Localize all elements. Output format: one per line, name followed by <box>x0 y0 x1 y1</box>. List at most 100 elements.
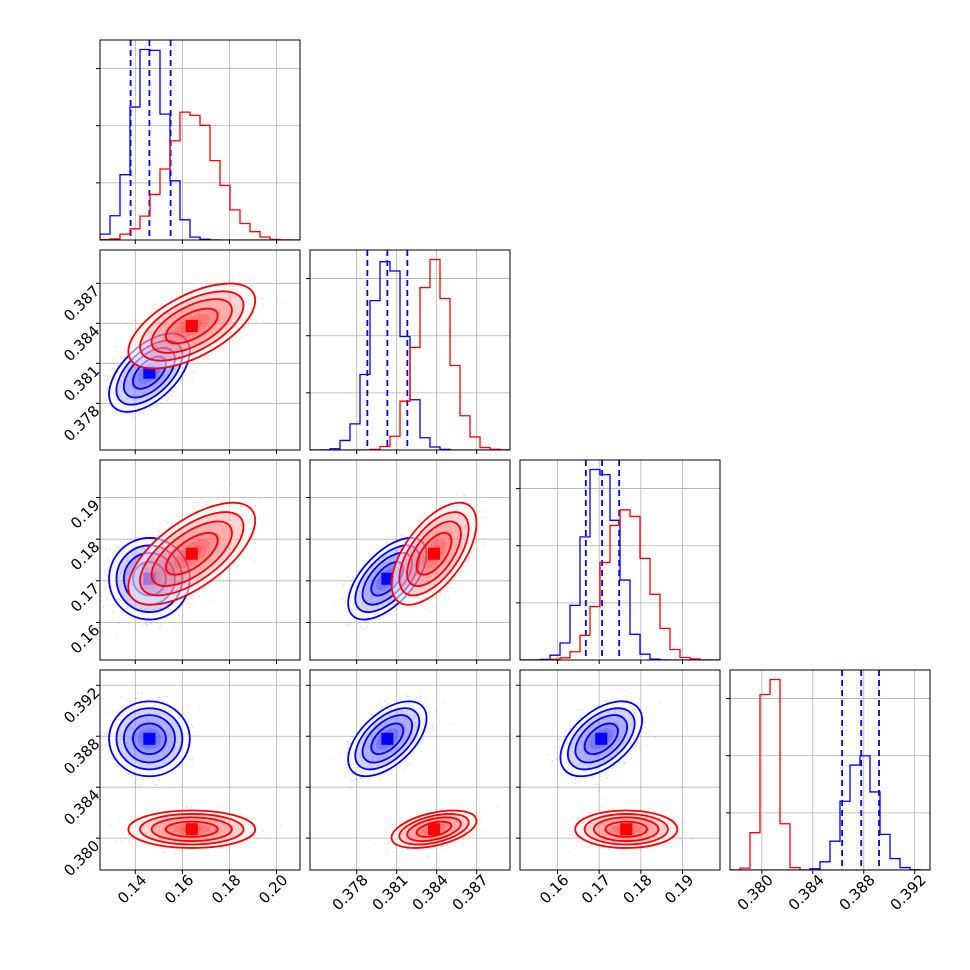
red-histogram-p3 <box>520 509 720 660</box>
x-tick-label: 0.384 <box>409 871 452 914</box>
panel-content <box>310 460 510 660</box>
blue-histogram-p1 <box>100 48 300 240</box>
y-tick-label: 0.378 <box>60 402 103 445</box>
blue-peak-bin <box>143 366 156 379</box>
red-histogram-p2 <box>310 258 510 450</box>
red-contour <box>127 282 257 370</box>
red-peak-bin <box>620 823 633 836</box>
blue-contour <box>559 700 643 778</box>
panel-4-3: 0.16 0.17 0.18 0.19 <box>516 669 721 907</box>
blue-contour <box>574 714 628 764</box>
red-contour <box>583 813 669 846</box>
x-tick-label: 0.380 <box>734 871 777 914</box>
panel-frame <box>99 459 301 661</box>
red-peak-bin <box>185 320 198 332</box>
blue-peak-bin <box>381 732 394 745</box>
x-tick-label: 0.19 <box>661 871 697 907</box>
panel-content <box>310 250 510 450</box>
red-peak-bin <box>428 823 440 836</box>
red-contour <box>604 820 648 838</box>
red-contour <box>406 816 462 842</box>
red-contour <box>390 501 478 606</box>
panel-content <box>100 250 300 450</box>
panel-frame <box>519 459 721 661</box>
red-contour <box>150 816 233 842</box>
panel-frame <box>309 459 511 661</box>
y-tick-label: 0.17 <box>67 579 103 615</box>
red-contour <box>139 511 245 597</box>
x-tick-label: 0.378 <box>329 871 372 914</box>
blue-contour <box>122 714 176 764</box>
red-contour <box>164 307 219 345</box>
blue-peak-bin <box>143 732 156 745</box>
blue-peak-bin <box>595 732 608 745</box>
red-contour <box>574 809 679 849</box>
x-tick-label: 0.17 <box>578 871 614 907</box>
blue-contour <box>115 707 184 771</box>
panel-frame <box>309 249 511 451</box>
panel-frame <box>309 669 511 871</box>
y-tick-label: 0.392 <box>60 684 103 727</box>
x-tick-label: 0.16 <box>161 871 197 907</box>
red-peak-bin <box>185 823 198 836</box>
y-tick-label: 0.16 <box>67 621 103 657</box>
red-contour <box>593 816 660 842</box>
x-tick-label: 0.381 <box>369 871 412 914</box>
panel-content <box>310 670 510 870</box>
x-tick-label: 0.14 <box>114 871 150 907</box>
red-contour <box>398 511 470 597</box>
panel-2-2 <box>306 249 511 454</box>
y-tick-label: 0.388 <box>60 735 103 778</box>
panel-content <box>100 460 300 660</box>
panel-content <box>520 670 720 870</box>
red-contour <box>164 820 219 838</box>
red-contour <box>150 520 233 587</box>
y-tick-label: 0.18 <box>67 538 103 574</box>
red-contour <box>406 520 462 587</box>
panel-frame <box>729 669 931 871</box>
blue-contour <box>347 700 428 778</box>
panel-frame <box>99 249 301 451</box>
blue-contour <box>370 722 405 755</box>
panel-frame <box>99 39 301 241</box>
red-contour <box>415 532 453 576</box>
red-contour <box>164 532 219 576</box>
blue-contour <box>567 707 636 771</box>
panel-4-4: 0.380 0.384 0.388 0.392 <box>726 669 931 914</box>
blue-contour <box>361 714 414 764</box>
panel-content <box>730 670 930 870</box>
panel-frame <box>519 669 721 871</box>
x-tick-label: 0.20 <box>255 871 291 907</box>
x-tick-label: 0.388 <box>836 871 879 914</box>
y-tick-label: 0.19 <box>67 496 103 532</box>
y-tick-label: 0.380 <box>60 837 103 880</box>
y-tick-label: 0.384 <box>60 322 103 365</box>
panel-content <box>100 670 300 870</box>
y-tick-label: 0.384 <box>60 786 103 829</box>
panel-4-1: 0.14 0.16 0.18 0.20 0.380 0.384 0.388 0.392 <box>60 669 301 907</box>
x-tick-label: 0.18 <box>619 871 655 907</box>
x-tick-label: 0.392 <box>887 871 930 914</box>
red-peak-bin <box>428 547 440 560</box>
x-tick-label: 0.16 <box>536 871 572 907</box>
panel-1-1 <box>96 39 301 244</box>
panel-3-3 <box>516 459 721 664</box>
blue-histogram-p2 <box>310 261 510 450</box>
red-contour <box>150 298 233 354</box>
blue-contour <box>132 722 167 755</box>
panel-3-1: 0.16 0.17 0.18 0.19 <box>67 459 301 664</box>
red-histogram-p1 <box>100 111 300 240</box>
red-contour <box>390 809 478 849</box>
y-tick-label: 0.381 <box>60 362 103 405</box>
x-tick-label: 0.384 <box>785 871 828 914</box>
red-contour <box>415 820 453 838</box>
red-contour <box>127 501 257 606</box>
y-tick-label: 0.387 <box>60 282 103 325</box>
panel-content <box>520 460 720 660</box>
panel-content <box>100 40 300 240</box>
panel-frame <box>99 669 301 871</box>
red-peak-bin <box>185 547 198 560</box>
